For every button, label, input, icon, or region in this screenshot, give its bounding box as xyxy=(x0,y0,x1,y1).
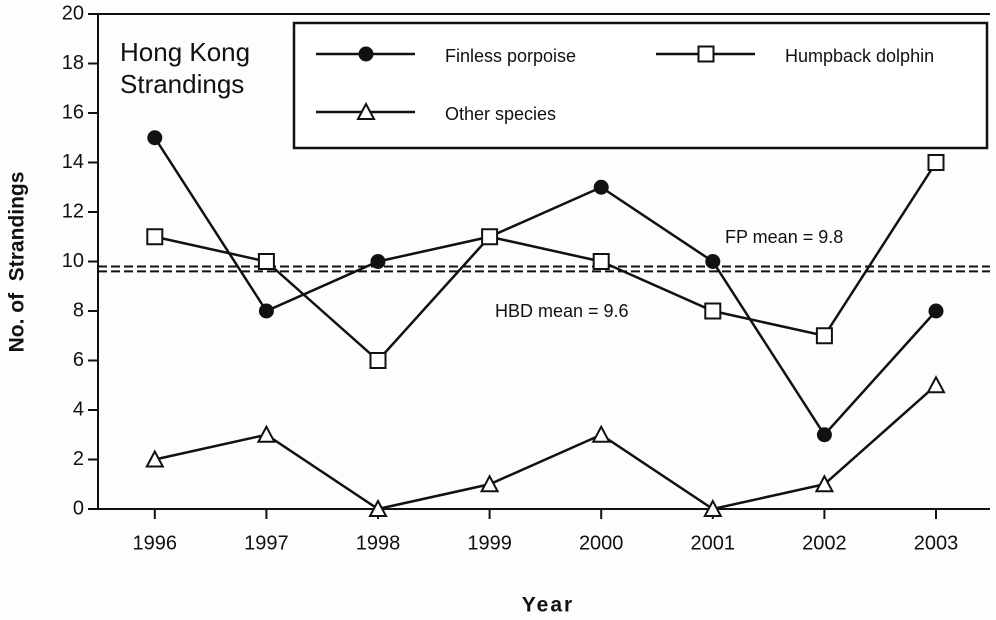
marker xyxy=(592,253,610,270)
y-tick-label: 8 xyxy=(73,299,84,321)
legend-label: Humpback dolphin xyxy=(785,46,934,66)
x-tick-label: 1997 xyxy=(244,532,289,554)
legend-box xyxy=(292,21,989,150)
marker xyxy=(705,254,721,269)
marker xyxy=(479,474,500,493)
marker xyxy=(815,327,833,345)
x-tick-label: 1996 xyxy=(133,532,178,554)
marker xyxy=(370,254,386,269)
y-tick-label: 4 xyxy=(73,398,84,420)
legend-label: Finless porpoise xyxy=(445,46,576,66)
marker xyxy=(593,179,609,195)
legend-marker xyxy=(697,45,715,63)
marker xyxy=(257,253,275,270)
marker xyxy=(369,352,387,369)
series-line xyxy=(154,384,937,511)
marker xyxy=(816,427,832,443)
marker xyxy=(146,228,164,246)
mean-label: FP mean = 9.8 xyxy=(725,227,843,247)
marker xyxy=(145,449,165,468)
legend-label: Other species xyxy=(445,104,556,124)
y-tick-label: 2 xyxy=(73,448,84,470)
marker xyxy=(927,154,945,171)
x-tick-label: 2002 xyxy=(802,532,847,554)
y-tick-label: 20 xyxy=(62,2,84,24)
chart-title: Hong Kong Strandings xyxy=(120,37,251,99)
y-tick-label: 12 xyxy=(62,200,84,222)
marker xyxy=(481,228,499,246)
y-tick-label: 6 xyxy=(73,349,84,371)
x-tick-label: 1999 xyxy=(467,532,512,554)
legend-marker xyxy=(356,101,376,120)
legend-marker xyxy=(358,46,374,62)
x-axis-label: Year xyxy=(522,594,574,617)
marker xyxy=(928,303,944,319)
marker xyxy=(814,474,835,493)
y-tick-label: 14 xyxy=(62,151,84,173)
x-tick-label: 1998 xyxy=(356,532,401,554)
series-line xyxy=(154,161,938,363)
y-tick-label: 0 xyxy=(73,497,84,519)
marker xyxy=(147,130,163,146)
marker xyxy=(591,424,611,443)
y-tick-label: 18 xyxy=(62,52,84,74)
marker xyxy=(258,303,274,319)
marker xyxy=(368,498,388,517)
y-tick-label: 16 xyxy=(62,101,84,123)
x-tick-label: 2001 xyxy=(691,532,736,554)
marker xyxy=(926,375,946,394)
y-tick-label: 10 xyxy=(62,250,84,272)
marker xyxy=(704,302,722,320)
series-line xyxy=(153,137,937,437)
marker xyxy=(256,424,277,443)
y-axis-label: No. of Strandings xyxy=(6,172,29,353)
marker xyxy=(703,498,723,517)
mean-label: HBD mean = 9.6 xyxy=(495,301,629,321)
x-tick-label: 2000 xyxy=(579,532,624,554)
x-tick-label: 2003 xyxy=(914,532,959,554)
